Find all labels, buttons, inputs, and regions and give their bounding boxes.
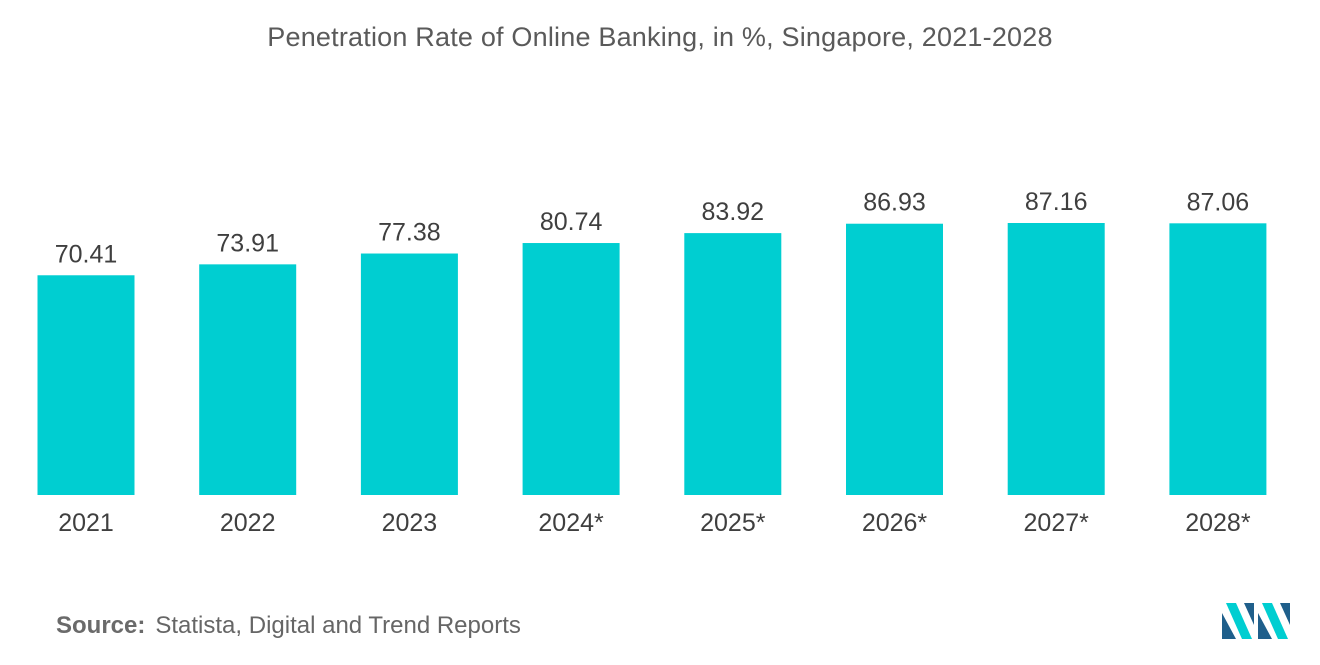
x-tick-label: 2027* — [1024, 509, 1090, 537]
bar-2021 — [37, 275, 135, 495]
value-label: 77.38 — [378, 219, 441, 247]
source-note: Source: Statista, Digital and Trend Repor… — [56, 612, 521, 640]
x-tick-label: 2021 — [58, 509, 114, 537]
value-label: 80.74 — [540, 208, 603, 236]
bar-2022 — [199, 264, 297, 495]
value-label: 70.41 — [55, 240, 118, 268]
x-tick-label: 2025* — [700, 509, 766, 537]
chart-title: Penetration Rate of Online Banking, in %… — [267, 22, 1053, 52]
x-tick-label: 2024* — [538, 509, 604, 537]
mordor-intelligence-logo-icon — [1222, 603, 1290, 639]
bar-2023 — [360, 253, 458, 495]
bar-2025 — [684, 233, 782, 495]
source-text: Statista, Digital and Trend Reports — [155, 612, 521, 639]
value-label: 86.93 — [863, 189, 926, 217]
value-label: 83.92 — [702, 198, 765, 226]
bar-2026 — [846, 223, 943, 495]
value-label: 87.16 — [1025, 188, 1088, 216]
bar-2028 — [1169, 223, 1267, 495]
source-label: Source: — [56, 612, 146, 639]
bar-2024 — [522, 243, 620, 495]
bar-2027 — [1007, 223, 1105, 495]
x-tick-label: 2022 — [220, 509, 276, 537]
value-label: 87.06 — [1187, 188, 1250, 216]
x-tick-label: 2023 — [382, 509, 438, 537]
x-tick-label: 2028* — [1185, 509, 1251, 537]
x-tick-label: 2026* — [862, 509, 928, 537]
value-label: 73.91 — [216, 229, 279, 257]
